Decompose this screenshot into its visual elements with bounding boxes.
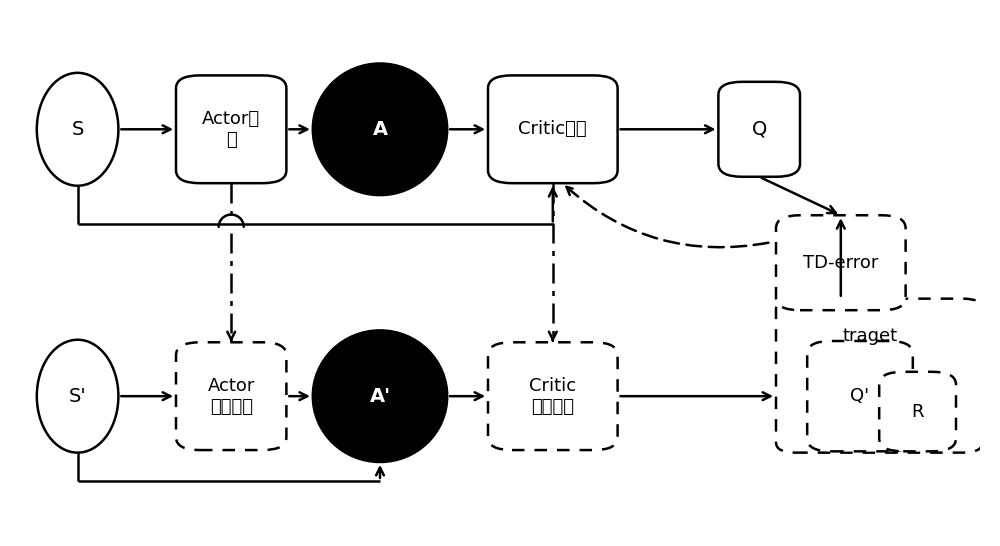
FancyBboxPatch shape [176,342,286,450]
FancyBboxPatch shape [879,372,956,452]
Ellipse shape [37,340,118,453]
Text: S': S' [69,387,86,406]
Text: Critic网络: Critic网络 [518,120,587,138]
FancyBboxPatch shape [718,82,800,177]
Text: Actor
目标网络: Actor 目标网络 [208,377,255,416]
FancyBboxPatch shape [176,75,286,183]
FancyBboxPatch shape [776,299,982,453]
Ellipse shape [313,330,447,462]
Text: Critic
目标网络: Critic 目标网络 [529,377,576,416]
FancyBboxPatch shape [488,75,618,183]
Text: S: S [71,120,84,139]
Text: A: A [372,120,388,139]
Text: R: R [911,402,924,420]
FancyBboxPatch shape [488,342,618,450]
Ellipse shape [313,63,447,195]
Text: traget: traget [842,327,897,345]
Text: TD-error: TD-error [803,254,878,272]
Text: Q': Q' [850,387,870,405]
FancyBboxPatch shape [776,215,906,310]
Text: Actor网
络: Actor网 络 [202,110,260,149]
Ellipse shape [37,73,118,186]
Text: A': A' [369,387,391,406]
FancyBboxPatch shape [807,341,913,452]
Text: Q: Q [752,120,767,139]
